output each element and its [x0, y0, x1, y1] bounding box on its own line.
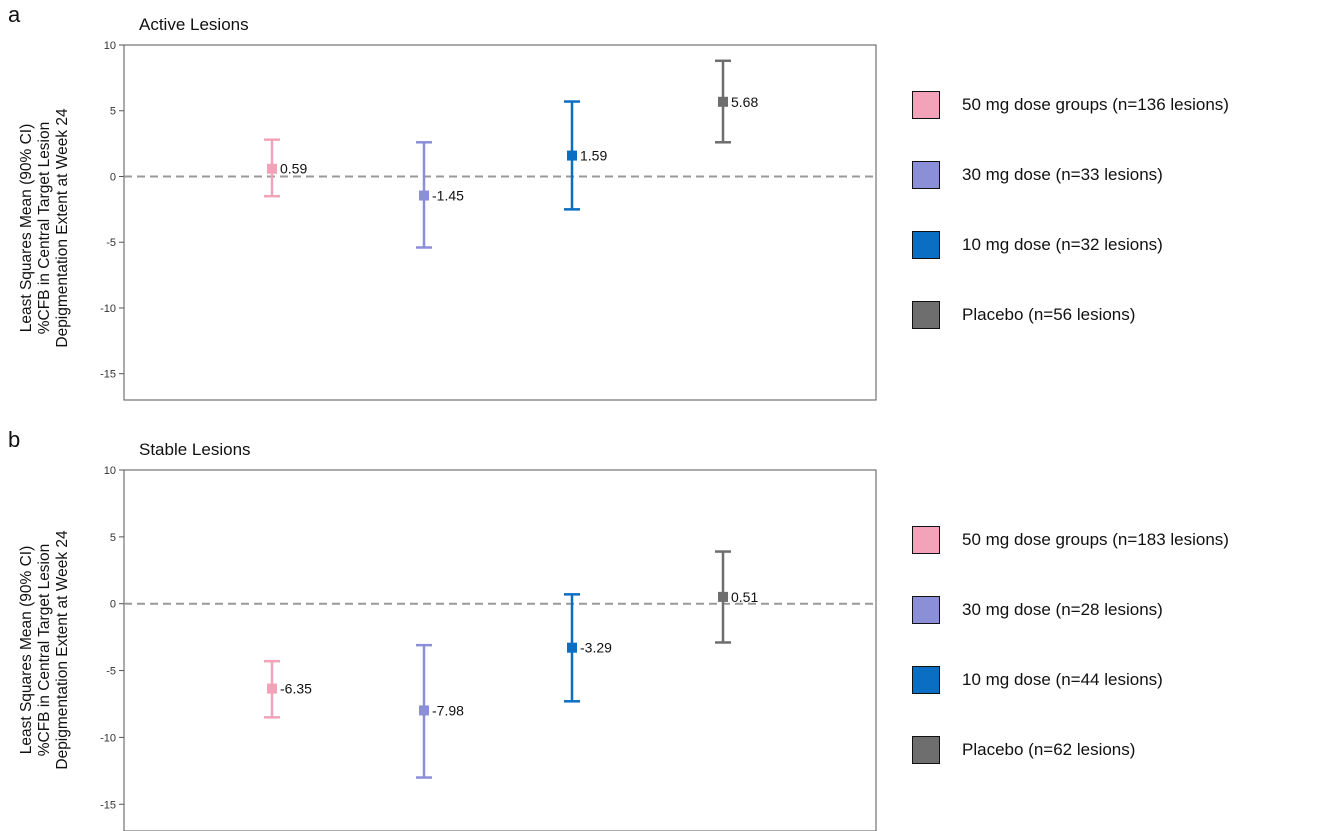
legend-swatch	[912, 161, 940, 189]
legend-swatch	[912, 736, 940, 764]
legend-item: Placebo (n=62 lesions)	[912, 733, 1135, 767]
panel-letter: b	[8, 427, 21, 452]
y-tick-label: -15	[100, 369, 116, 381]
data-label: -1.45	[432, 188, 464, 204]
panel-letter: a	[8, 2, 21, 27]
data-label: 0.59	[280, 161, 307, 177]
legend-item: 10 mg dose (n=32 lesions)	[912, 228, 1163, 262]
data-point	[718, 591, 728, 602]
legend-item: 30 mg dose (n=28 lesions)	[912, 593, 1163, 627]
legend-swatch	[912, 91, 940, 119]
data-point	[419, 705, 429, 716]
legend-swatch	[912, 526, 940, 554]
legend-label: Placebo (n=56 lesions)	[962, 305, 1136, 324]
chart-title: Stable Lesions	[139, 440, 251, 459]
data-point	[267, 683, 277, 694]
legend-label: 10 mg dose (n=32 lesions)	[962, 235, 1163, 254]
data-label: -6.35	[280, 681, 312, 697]
y-tick-label: -5	[106, 237, 116, 249]
data-label: -3.29	[580, 640, 612, 656]
data-point	[567, 642, 577, 653]
legend-item: 30 mg dose (n=33 lesions)	[912, 158, 1163, 192]
data-label: 0.51	[731, 589, 758, 605]
chart-panel-b: b Stable Lesions Least Squares Mean (90%…	[0, 425, 1326, 831]
y-tick-label: 0	[110, 171, 116, 183]
y-tick-label: -5	[106, 666, 116, 678]
plot-area: 10 5 0 -5 -10 -15 0.59 -1.45 1.59 5.68	[100, 40, 877, 401]
y-tick-label: 5	[110, 532, 116, 544]
y-tick-label: -15	[100, 799, 116, 811]
plot-frame	[123, 469, 877, 831]
y-tick-label: 10	[104, 465, 116, 477]
legend-label: 30 mg dose (n=28 lesions)	[962, 600, 1163, 619]
legend-swatch	[912, 301, 940, 329]
legend-label: Placebo (n=62 lesions)	[962, 740, 1136, 759]
legend-item: Placebo (n=56 lesions)	[912, 298, 1135, 332]
y-tick-label: -10	[100, 732, 116, 744]
y-tick-label: 5	[110, 106, 116, 118]
plot-frame	[123, 44, 877, 401]
data-point	[419, 190, 429, 201]
legend-label: 50 mg dose groups (n=183 lesions)	[962, 530, 1229, 549]
chart-title: Active Lesions	[139, 15, 249, 34]
legend-label: 50 mg dose groups (n=136 lesions)	[962, 95, 1229, 114]
legend-label: 10 mg dose (n=44 lesions)	[962, 670, 1163, 689]
data-label: 5.68	[731, 94, 758, 110]
data-label: -7.98	[432, 702, 464, 718]
chart-panel-a: a Active Lesions Least Squares Mean (90%…	[0, 0, 1326, 415]
y-tick-label: 0	[110, 599, 116, 611]
legend-swatch	[912, 596, 940, 624]
data-point	[567, 150, 577, 161]
legend-swatch	[912, 231, 940, 259]
legend-swatch	[912, 666, 940, 694]
legend-item: 50 mg dose groups (n=183 lesions)	[912, 523, 1229, 557]
plot-area: 10 5 0 -5 -10 -15 -6.35 -7.98 -3.29 0.51	[100, 465, 877, 831]
legend-item: 10 mg dose (n=44 lesions)	[912, 663, 1163, 697]
y-tick-label: -10	[100, 303, 116, 315]
y-tick-label: 10	[104, 40, 116, 52]
legend-item: 50 mg dose groups (n=136 lesions)	[912, 88, 1229, 122]
legend-label: 30 mg dose (n=33 lesions)	[962, 165, 1163, 184]
data-label: 1.59	[580, 148, 607, 164]
data-point	[718, 96, 728, 107]
data-point	[267, 163, 277, 174]
